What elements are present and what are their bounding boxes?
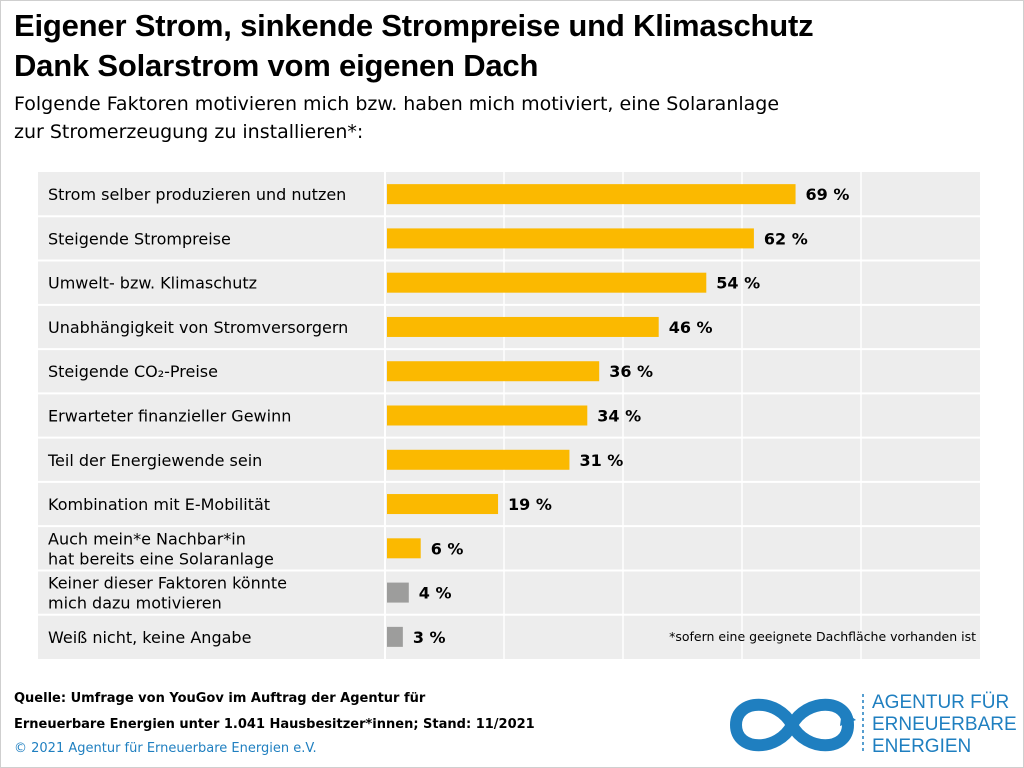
- copyright-text: © 2021 Agentur für Erneuerbare Energien …: [14, 741, 317, 756]
- value-label: 69 %: [806, 185, 850, 204]
- source-note: Quelle: Umfrage von YouGov im Auftrag de…: [14, 686, 535, 738]
- bar: [387, 538, 421, 559]
- title-line-1: Eigener Strom, sinkende Strompreise und …: [14, 8, 814, 43]
- bar: [387, 494, 499, 515]
- agency-logo: [729, 694, 864, 754]
- bar: [387, 449, 570, 470]
- bar: [387, 316, 659, 337]
- bar: [387, 184, 796, 205]
- category-label: Steigende Strompreise: [48, 229, 231, 248]
- agency-logo-text: AGENTUR FÜR ERNEUERBARE ENERGIEN: [872, 692, 1017, 758]
- category-label: Strom selber produzieren und nutzen: [48, 185, 346, 204]
- value-label: 19 %: [508, 495, 552, 514]
- category-label: Steigende CO₂-Preise: [48, 362, 218, 381]
- category-label: Auch mein*e Nachbar*in hat bereits eine S…: [48, 529, 274, 568]
- category-label: Erwarteter finanzieller Gewinn: [48, 407, 291, 426]
- footnote: *sofern eine geeignete Dachfläche vorhan…: [669, 629, 976, 644]
- value-label: 3 %: [413, 628, 446, 647]
- value-label: 54 %: [716, 274, 760, 293]
- category-label: Keiner dieser Faktoren könnte mich dazu m…: [48, 574, 287, 613]
- bar: [387, 582, 409, 603]
- value-label: 6 %: [431, 539, 464, 558]
- logo-line-3: ENERGIEN: [872, 736, 972, 757]
- value-label: 62 %: [764, 229, 808, 248]
- bar: [387, 626, 403, 647]
- category-label: Teil der Energiewende sein: [47, 451, 262, 470]
- bar: [387, 228, 754, 249]
- logo-arrow-icon: [840, 710, 856, 726]
- source-line-1: Quelle: Umfrage von YouGov im Auftrag de…: [14, 691, 426, 706]
- category-label: Umwelt- bzw. Klimaschutz: [48, 274, 257, 293]
- subtitle-line-1: Folgende Faktoren motivieren mich bzw. h…: [14, 93, 780, 115]
- category-label: Kombination mit E-Mobilität: [48, 495, 270, 514]
- bar: [387, 361, 600, 382]
- category-label: Weiß nicht, keine Angabe: [48, 628, 251, 647]
- bar: [387, 405, 588, 426]
- value-label: 34 %: [597, 407, 641, 426]
- infinity-logo-icon: [729, 698, 855, 752]
- chart-title: Eigener Strom, sinkende Strompreise und …: [14, 6, 814, 86]
- source-line-2: Erneuerbare Energien unter 1.041 Hausbes…: [14, 717, 535, 732]
- value-label: 36 %: [609, 362, 653, 381]
- category-label: Unabhängigkeit von Stromversorgern: [48, 318, 348, 337]
- subtitle-line-2: zur Stromerzeugung zu installieren*:: [14, 121, 364, 143]
- bar: [387, 272, 707, 293]
- title-line-2: Dank Solarstrom vom eigenen Dach: [14, 48, 539, 83]
- logo-line-1: AGENTUR FÜR: [872, 692, 1010, 713]
- logo-line-2: ERNEUERBARE: [872, 714, 1017, 735]
- value-label: 46 %: [669, 318, 713, 337]
- chart-subtitle: Folgende Faktoren motivieren mich bzw. h…: [14, 90, 779, 146]
- value-label: 31 %: [579, 451, 623, 470]
- value-label: 4 %: [419, 584, 452, 603]
